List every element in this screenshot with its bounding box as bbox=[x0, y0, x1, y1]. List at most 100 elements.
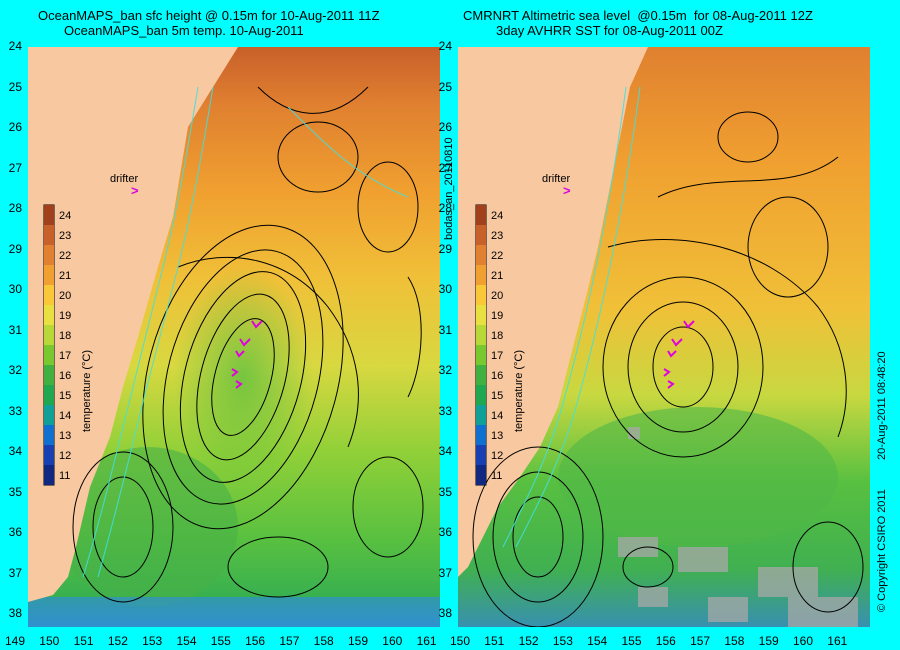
lon-tick-label: 149 bbox=[4, 634, 26, 648]
colorbar-cell bbox=[44, 245, 54, 265]
colorbar-cell bbox=[476, 245, 486, 265]
left-drifter-label: drifter bbox=[110, 173, 138, 185]
colorbar-tick-label: 23 bbox=[59, 230, 71, 242]
colorbar-tick-label: 17 bbox=[491, 350, 503, 362]
colorbar-cell bbox=[44, 445, 54, 465]
colorbar-cell bbox=[44, 325, 54, 345]
left-colorbar: 24 23 22 21 20 19 18 17 16 15 14 13 12 11 bbox=[43, 204, 71, 486]
left-title-line1: OceanMAPS_ban sfc height @ 0.15m for 10-… bbox=[38, 8, 380, 23]
colorbar-tick-label: 24 bbox=[59, 210, 71, 222]
lon-tick-label: 154 bbox=[176, 634, 197, 648]
colorbar-tick-label: 23 bbox=[491, 230, 503, 242]
colorbar-cell bbox=[476, 365, 486, 385]
colorbar-tick-label: 20 bbox=[59, 290, 71, 302]
colorbar-cell bbox=[476, 445, 486, 465]
colorbar-cell bbox=[476, 405, 486, 425]
colorbar-tick-label: 15 bbox=[491, 390, 503, 402]
lat-tick-label: 24 bbox=[8, 39, 22, 53]
lon-tick-label: 160 bbox=[382, 634, 403, 648]
lon-tick-label: 158 bbox=[724, 634, 745, 648]
lat-tick-label: 29 bbox=[8, 241, 22, 256]
lat-tick-label: 37 bbox=[8, 565, 22, 580]
colorbar-cell bbox=[476, 205, 486, 225]
lon-tick-label: 152 bbox=[518, 634, 539, 648]
left-drifter-marker: > bbox=[131, 183, 139, 198]
lon-tick-label: 158 bbox=[313, 634, 334, 648]
right-bathymetry-contours bbox=[502, 86, 641, 548]
colorbar-tick-label: 12 bbox=[491, 450, 503, 462]
lat-tick-label: 25 bbox=[8, 79, 22, 94]
colorbar-tick-label: 11 bbox=[59, 470, 70, 482]
lat-tick-label: 30 bbox=[8, 282, 22, 296]
lon-tick-label: 153 bbox=[552, 634, 573, 648]
lat-tick-label: 27 bbox=[438, 160, 452, 175]
right-colorbar: 24 23 22 21 20 19 18 17 16 15 14 13 12 11 bbox=[475, 204, 503, 486]
left-bathymetry-contours bbox=[82, 86, 409, 578]
right-cloud-mask bbox=[618, 427, 858, 627]
right-map-svg: drifter > 24 23 22 21 20 19 18 17 16 15 14 13 12 11 t… bbox=[458, 47, 870, 627]
colorbar-tick-label: 11 bbox=[491, 470, 502, 482]
colorbar-tick-label: 24 bbox=[491, 210, 503, 222]
lat-tick-label: 34 bbox=[8, 444, 22, 458]
colorbar-cell bbox=[44, 225, 54, 245]
run-id-label: bodas_an_20110810 bbox=[443, 137, 455, 240]
lat-tick-label: 35 bbox=[438, 484, 452, 499]
lat-tick-label: 37 bbox=[438, 565, 452, 580]
colorbar-cell bbox=[476, 225, 486, 245]
right-drifter-track bbox=[663, 320, 695, 389]
left-height-contours bbox=[72, 86, 424, 603]
lon-tick-label: 160 bbox=[792, 634, 814, 648]
colorbar-tick-label: 15 bbox=[59, 390, 71, 402]
lat-tick-label: 26 bbox=[438, 120, 452, 134]
colorbar-cell bbox=[476, 285, 486, 305]
copyright-label: © Copyright CSIRO 2011 bbox=[876, 489, 888, 612]
lat-tick-label: 36 bbox=[438, 525, 452, 539]
colorbar-cell bbox=[44, 465, 54, 485]
colorbar-cell bbox=[476, 465, 486, 485]
colorbar-cell bbox=[476, 385, 486, 405]
lat-tick-label: 32 bbox=[438, 363, 452, 377]
lat-tick-label: 24 bbox=[438, 39, 452, 53]
right-height-contours bbox=[472, 111, 864, 627]
lat-tick-label: 32 bbox=[8, 363, 22, 377]
lat-tick-label: 28 bbox=[8, 201, 22, 215]
lon-tick-label: 155 bbox=[621, 634, 642, 648]
lat-tick-label: 25 bbox=[438, 79, 452, 94]
right-map-panel: drifter > 24 23 22 21 20 19 18 17 16 15 14 13 12 11 t… bbox=[458, 47, 870, 627]
lon-tick-label: 154 bbox=[587, 634, 608, 648]
colorbar-cell bbox=[44, 425, 54, 445]
left-map-svg: drifter > 24 23 22 21 20 19 18 17 16 15 14 13 12 11 t… bbox=[28, 47, 440, 627]
lat-tick-label: 34 bbox=[438, 444, 452, 458]
lon-tick-label: 156 bbox=[655, 634, 676, 648]
lat-tick-label: 38 bbox=[8, 606, 22, 620]
colorbar-cell bbox=[44, 265, 54, 285]
colorbar-tick-label: 12 bbox=[59, 450, 71, 462]
lat-tick-label: 28 bbox=[438, 201, 452, 215]
lat-tick-label: 27 bbox=[8, 160, 22, 175]
left-cool-eddy bbox=[173, 267, 313, 487]
colorbar-tick-label: 17 bbox=[59, 350, 71, 362]
lat-tick-label: 29 bbox=[438, 241, 452, 256]
colorbar-cell bbox=[476, 325, 486, 345]
lon-tick-label: 153 bbox=[142, 634, 163, 648]
colorbar-tick-label: 18 bbox=[491, 330, 503, 342]
lat-tick-label: 38 bbox=[438, 606, 452, 620]
colorbar-tick-label: 14 bbox=[59, 410, 71, 422]
colorbar-cell bbox=[44, 305, 54, 325]
lon-tick-label: 159 bbox=[347, 634, 369, 648]
colorbar-cell bbox=[44, 405, 54, 425]
right-drifter-label: drifter bbox=[542, 173, 570, 185]
colorbar-tick-label: 20 bbox=[491, 290, 503, 302]
lon-tick-label: 161 bbox=[827, 634, 848, 648]
colorbar-tick-label: 13 bbox=[59, 430, 71, 442]
lon-tick-label: 152 bbox=[107, 634, 128, 648]
lon-tick-label: 151 bbox=[73, 634, 94, 648]
colorbar-tick-label: 22 bbox=[59, 250, 71, 262]
left-drifter-track bbox=[231, 320, 263, 389]
colorbar-cell bbox=[476, 345, 486, 365]
colorbar-cell bbox=[44, 385, 54, 405]
lat-tick-label: 31 bbox=[438, 322, 452, 337]
right-drifter-marker: > bbox=[563, 183, 571, 198]
lon-tick-label: 161 bbox=[416, 634, 437, 648]
lon-tick-label: 151 bbox=[484, 634, 505, 648]
